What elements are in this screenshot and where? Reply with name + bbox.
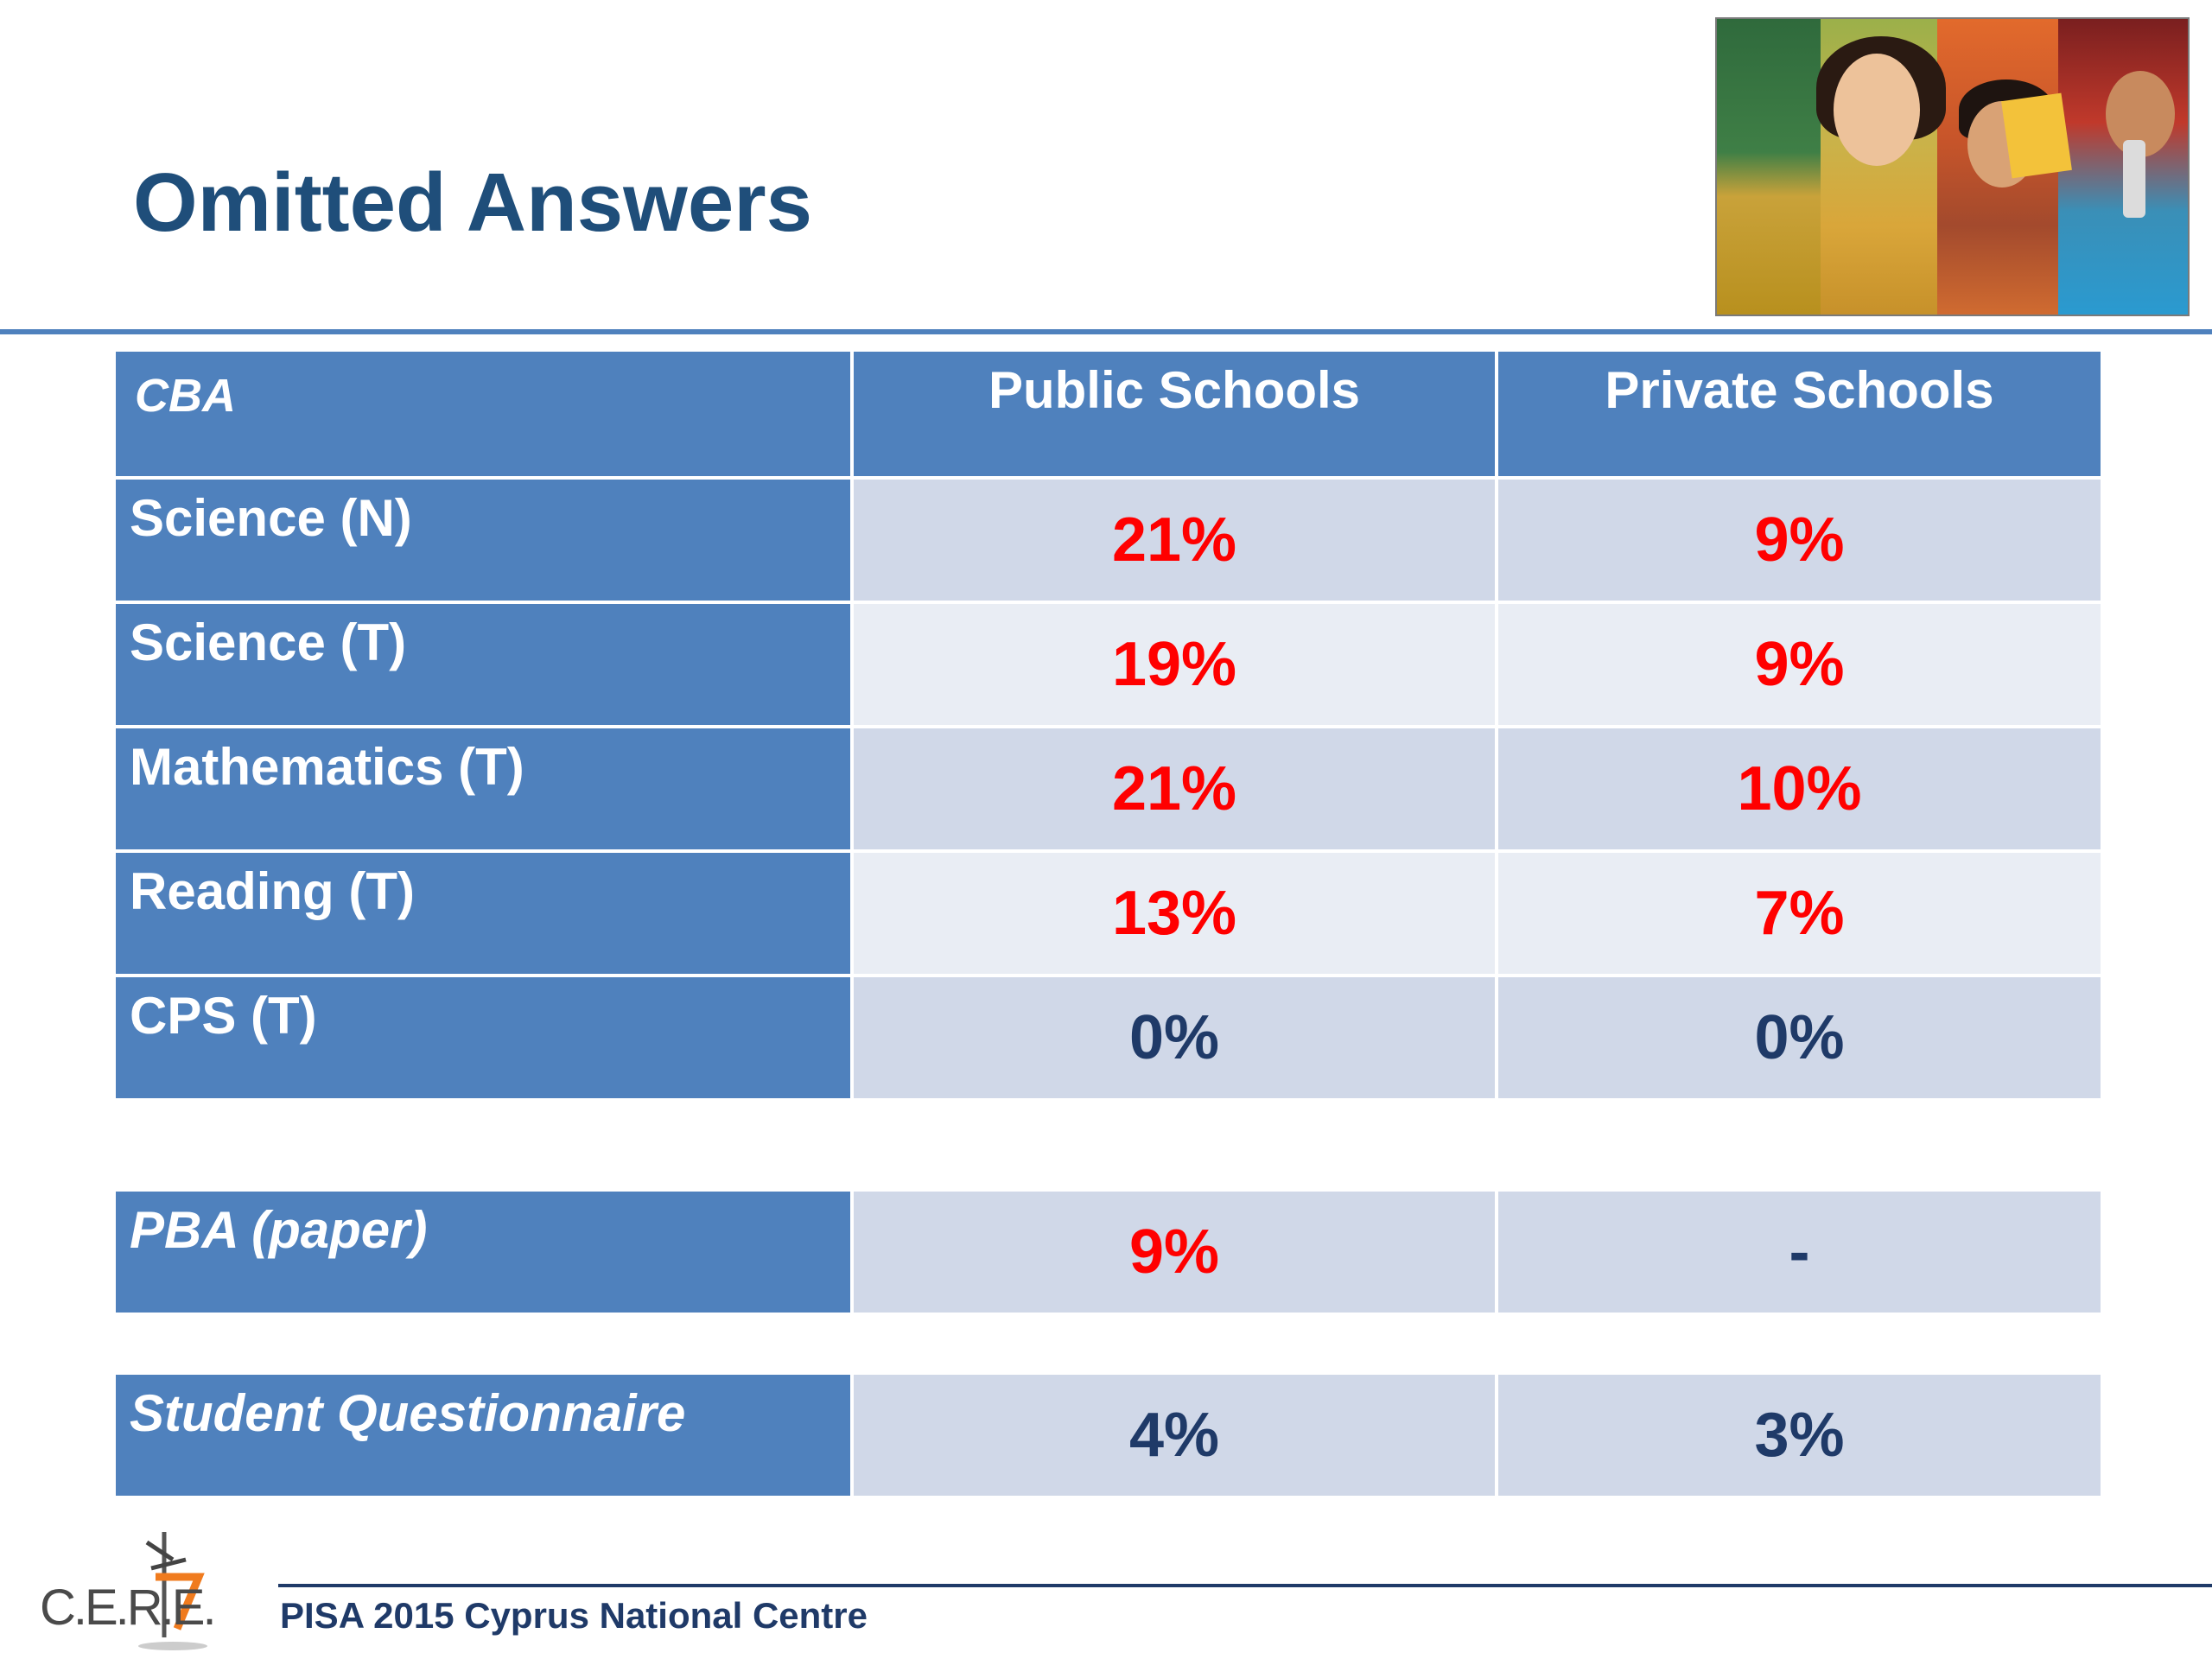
omitted-answers-table: CBA Public Schools Private Schools Scien… — [112, 348, 2104, 1499]
row-label: Reading (T) — [116, 853, 850, 974]
public-value: 0% — [854, 977, 1495, 1098]
table-row: Science (T) 19% 9% — [116, 604, 2101, 725]
private-value: 10% — [1498, 728, 2101, 849]
collage-panel — [1717, 19, 1821, 315]
row-label: Mathematics (T) — [116, 728, 850, 849]
header-public-schools: Public Schools — [854, 352, 1495, 476]
table-row: Mathematics (T) 21% 10% — [116, 728, 2101, 849]
microscope-icon — [2123, 140, 2145, 218]
public-value: 19% — [854, 604, 1495, 725]
collage-figure — [2001, 92, 2072, 179]
collage-figure — [1834, 54, 1920, 166]
table-row: Science (N) 21% 9% — [116, 480, 2101, 601]
table-spacer — [116, 1102, 2101, 1188]
private-value: 0% — [1498, 977, 2101, 1098]
logo-text: C.E.R.E. — [40, 1580, 217, 1636]
cere-logo: C.E.R.E. — [35, 1525, 242, 1655]
private-value: 3% — [1498, 1375, 2101, 1496]
public-value: 13% — [854, 853, 1495, 974]
slide-title: Omitted Answers — [133, 156, 812, 249]
public-value: 21% — [854, 728, 1495, 849]
table-row-pba: PBA (paper) 9% - — [116, 1192, 2101, 1313]
row-label: Science (N) — [116, 480, 850, 601]
public-value: 21% — [854, 480, 1495, 601]
footer-text: PISA 2015 Cyprus National Centre — [280, 1595, 868, 1636]
row-label: Science (T) — [116, 604, 850, 725]
row-label: PBA (paper) — [116, 1192, 850, 1313]
table-row: Reading (T) 13% 7% — [116, 853, 2101, 974]
private-value: 7% — [1498, 853, 2101, 974]
private-value: 9% — [1498, 480, 2101, 601]
public-value: 9% — [854, 1192, 1495, 1313]
title-divider — [0, 329, 2212, 334]
row-label: CPS (T) — [116, 977, 850, 1098]
pisa-collage-image — [1715, 17, 2190, 316]
table-row: CPS (T) 0% 0% — [116, 977, 2101, 1098]
header-private-schools: Private Schools — [1498, 352, 2101, 476]
private-value: 9% — [1498, 604, 2101, 725]
public-value: 4% — [854, 1375, 1495, 1496]
row-label: Student Questionnaire — [116, 1375, 850, 1496]
table-spacer — [116, 1316, 2101, 1371]
table-row-questionnaire: Student Questionnaire 4% 3% — [116, 1375, 2101, 1496]
header-label-cba: CBA — [116, 352, 850, 476]
private-value: - — [1498, 1192, 2101, 1313]
footer-divider — [278, 1584, 2212, 1587]
cere-logo-mark-icon — [138, 1532, 207, 1650]
table-header-row: CBA Public Schools Private Schools — [116, 352, 2101, 476]
